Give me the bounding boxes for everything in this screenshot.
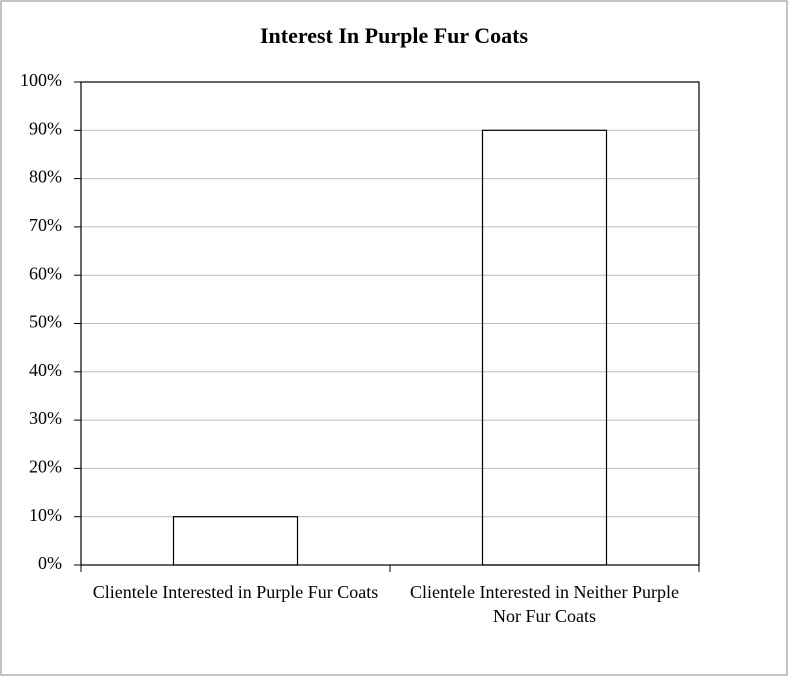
y-tick-label: 100% bbox=[20, 70, 62, 90]
bar bbox=[172, 516, 299, 566]
y-tick-label: 70% bbox=[29, 215, 62, 235]
x-tick-label: Clientele Interested in Purple Fur Coats bbox=[92, 582, 379, 602]
y-tick-label: 50% bbox=[29, 312, 62, 332]
y-tick-label: 10% bbox=[29, 505, 62, 525]
y-tick-label: 30% bbox=[29, 408, 62, 428]
chart-title: Interest In Purple Fur Coats bbox=[260, 23, 529, 48]
y-tick-label: 20% bbox=[29, 457, 62, 477]
y-tick-label: 0% bbox=[38, 553, 62, 573]
bar bbox=[481, 129, 608, 566]
x-tick-label: Clientele Interested in Neither Purple N… bbox=[410, 582, 679, 626]
y-tick-label: 80% bbox=[29, 167, 62, 187]
y-tick-label: 40% bbox=[29, 360, 62, 380]
y-tick-label: 90% bbox=[29, 118, 62, 138]
y-tick-label: 60% bbox=[29, 263, 62, 283]
